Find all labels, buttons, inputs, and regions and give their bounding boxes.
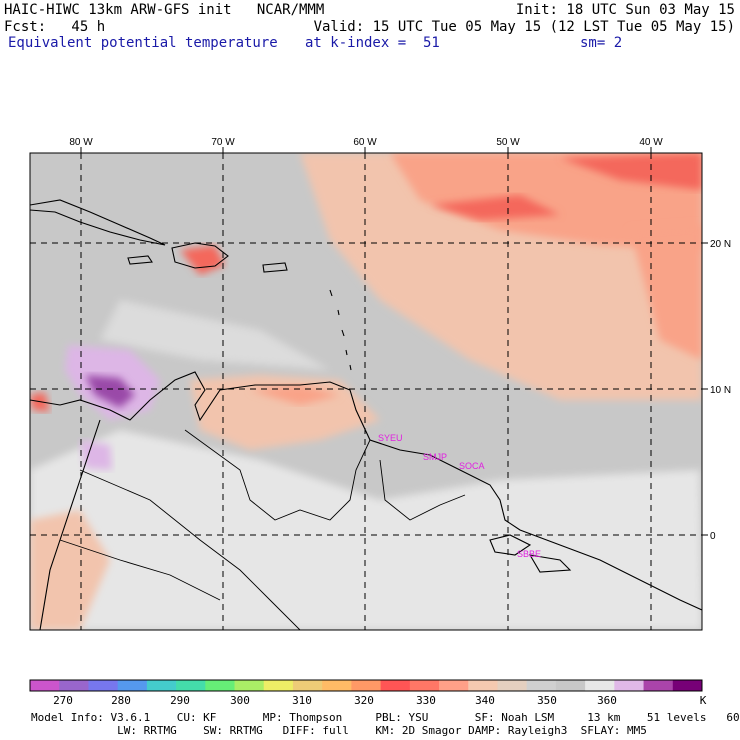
colorbar-swatch (146, 680, 177, 691)
colorbar-swatch (30, 680, 60, 691)
colorbar-tick: 350 (537, 694, 557, 707)
colorbar-swatch (380, 680, 411, 691)
colorbar-swatch (117, 680, 148, 691)
lon-label-60w: 60 W (353, 137, 377, 148)
lon-label-50w: 50 W (496, 137, 520, 148)
field-name: Equivalent potential temperature (8, 35, 278, 51)
colorbar-tick: 280 (111, 694, 131, 707)
valid-time: Valid: 15 UTC Tue 05 May 15 (12 LST Tue … (313, 19, 735, 35)
lat-label-10n: 10 N (710, 385, 731, 396)
model-title: HAIC-HIWC 13km ARW-GFS init NCAR/MMM (4, 2, 325, 18)
colorbar-unit: K (699, 694, 707, 707)
colorbar-swatch (263, 680, 294, 691)
station-soca: SOCA (459, 461, 485, 471)
colorbar-frame (29, 679, 703, 692)
station-sbbe: SBBE (517, 549, 541, 559)
colorbar-tick: 310 (292, 694, 312, 707)
station-smjp: SMJP (423, 452, 447, 462)
colorbar-tick: 340 (475, 694, 495, 707)
map-frame (29, 152, 703, 631)
borders (59, 429, 466, 630)
colorbar-swatch (555, 680, 586, 691)
lon-label-70w: 70 W (211, 137, 235, 148)
colorbar-tick: 320 (354, 694, 374, 707)
model-info-line1: Model Info: V3.6.1 CU: KF MP: Thompson P… (31, 711, 740, 724)
colorbar-tick: 360 (597, 694, 617, 707)
colorbar (29, 679, 703, 692)
colorbar-swatch (672, 680, 703, 691)
colorbar-swatch (643, 680, 674, 691)
colorbar-swatch (292, 680, 323, 691)
init-time: Init: 18 UTC Sun 03 May 15 (515, 2, 735, 18)
colorbar-swatch (322, 680, 352, 691)
colorbar-swatch (88, 680, 119, 691)
colorbar-swatch (205, 680, 236, 691)
colorbar-swatch (59, 680, 89, 691)
colorbar-swatch (614, 680, 645, 691)
model-info-line2: LW: RRTMG SW: RRTMG DIFF: full KM: 2D Sm… (31, 724, 647, 737)
lat-label-20n: 20 N (710, 239, 731, 250)
forecast-hour: Fcst: 45 h (4, 19, 106, 35)
lon-label-40w: 40 W (639, 137, 663, 148)
colorbar-swatch (526, 680, 557, 691)
theta-e-field (30, 153, 702, 630)
graticule (30, 153, 702, 630)
level-index: at k-index = 51 (305, 35, 440, 51)
colorbar-tick: 330 (416, 694, 436, 707)
colorbar-swatch (497, 680, 528, 691)
smoothing: sm= 2 (580, 35, 623, 51)
colorbar-swatch (468, 680, 498, 691)
colorbar-tick: 270 (53, 694, 73, 707)
colorbar-swatch (351, 680, 382, 691)
colorbar-swatch (585, 680, 615, 691)
colorbar-swatch (234, 680, 265, 691)
colorbar-swatch (439, 680, 469, 691)
lat-label-0: 0 (710, 531, 716, 542)
lon-label-80w: 80 W (69, 137, 93, 148)
colorbar-swatch (409, 680, 440, 691)
colorbar-tick: 290 (170, 694, 190, 707)
station-syeu: SYEU (378, 433, 403, 443)
colorbar-tick: 300 (230, 694, 250, 707)
colorbar-swatch (176, 680, 206, 691)
